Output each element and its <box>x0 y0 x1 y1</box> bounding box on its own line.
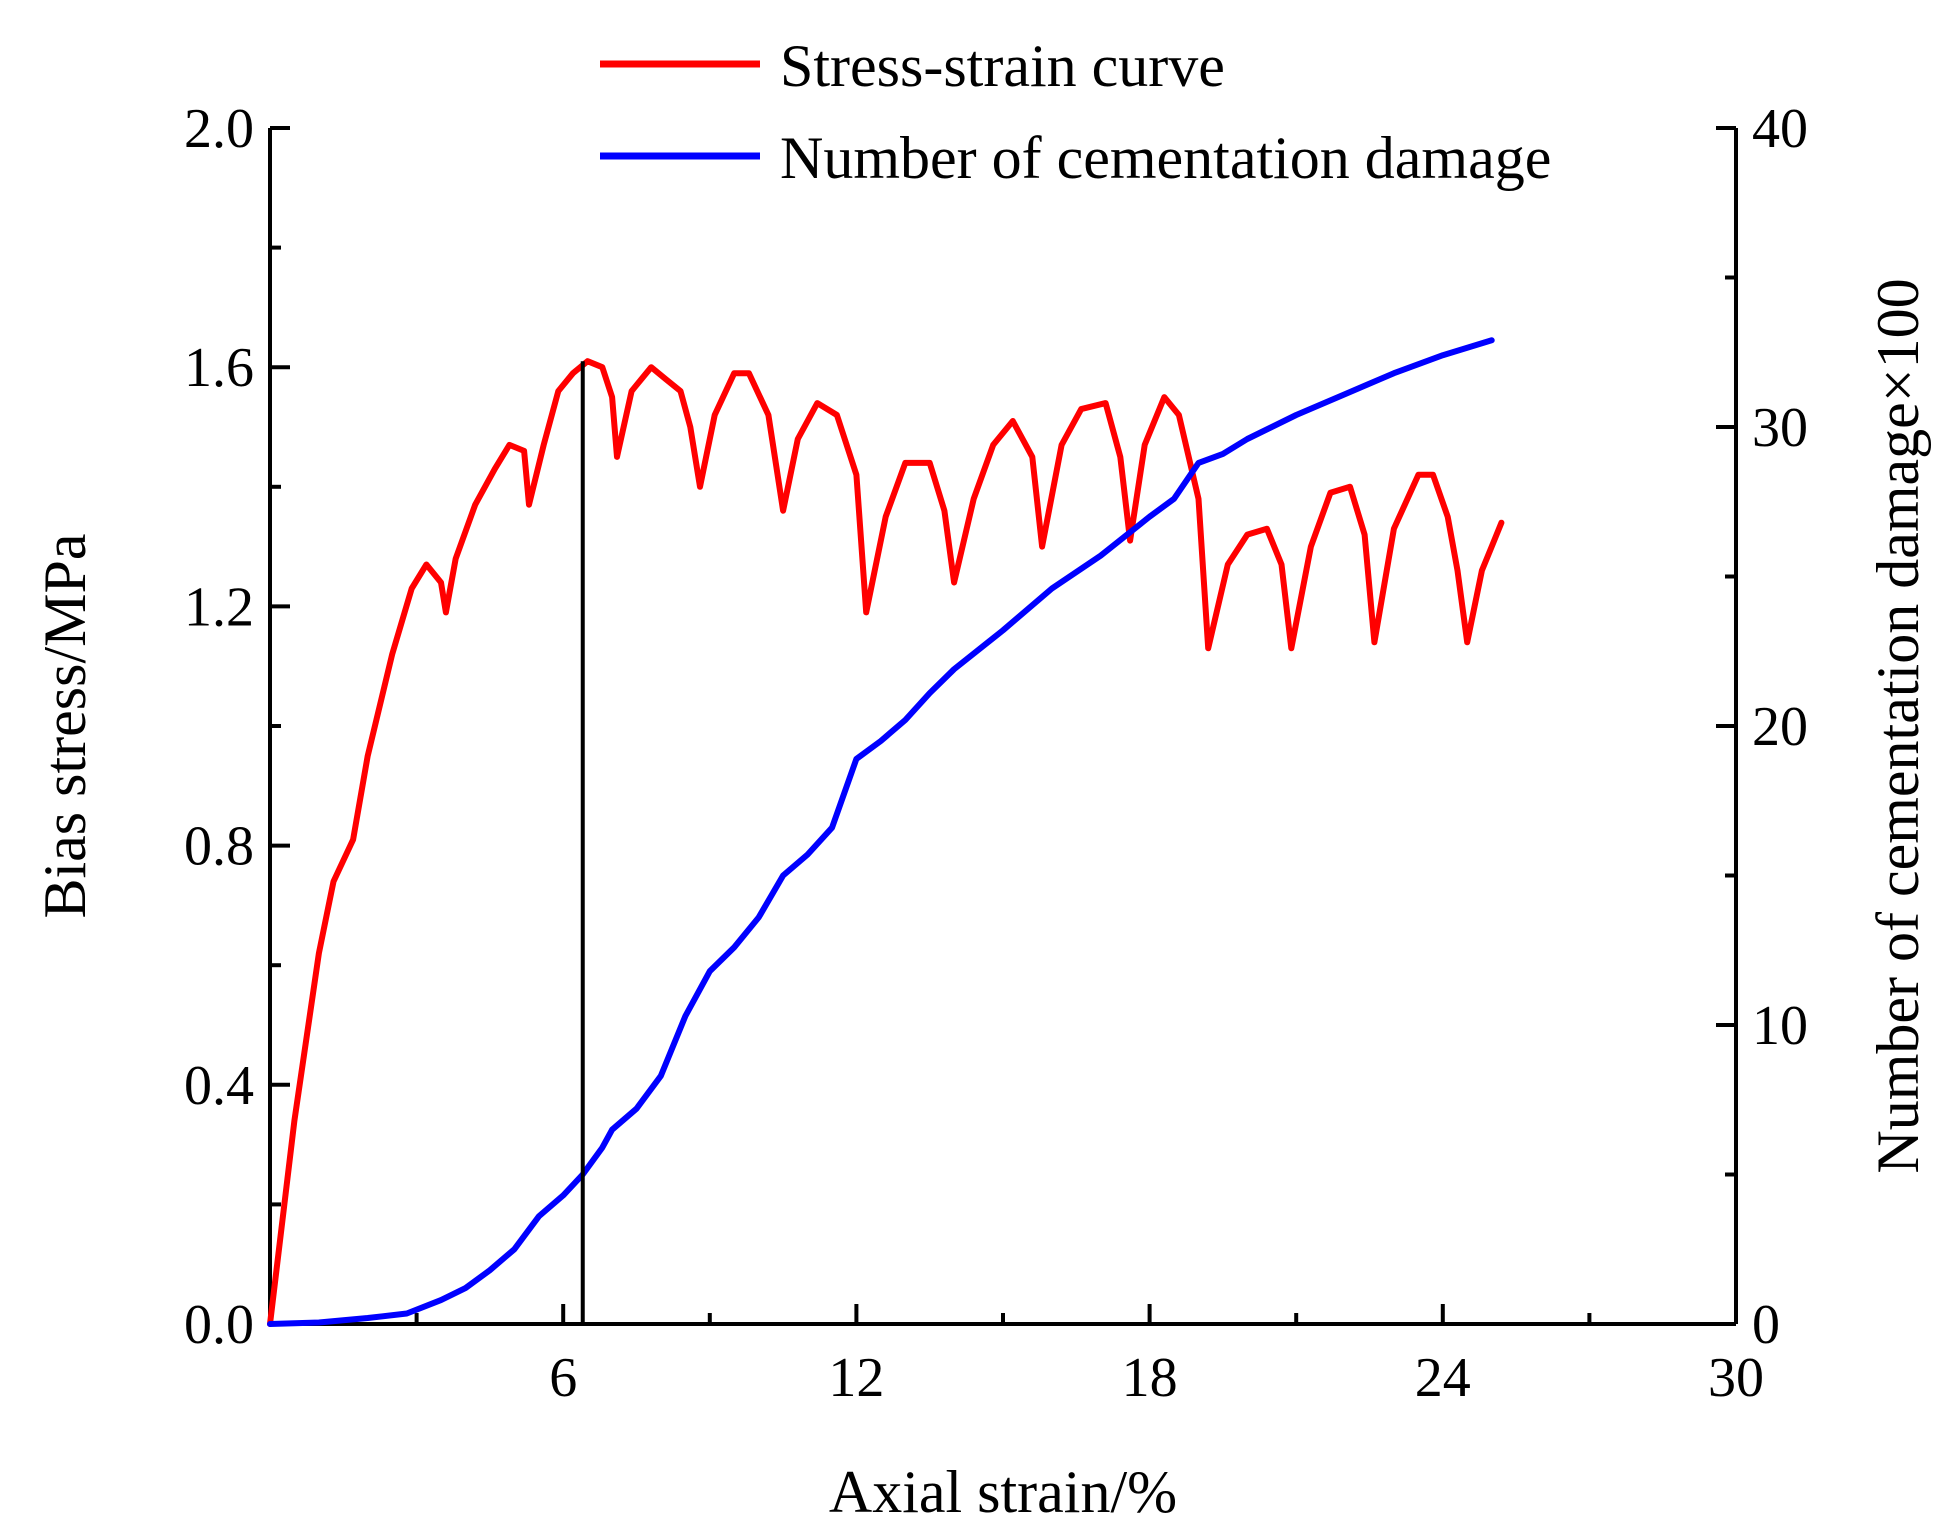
x-tick-label: 24 <box>1415 1347 1471 1409</box>
x-tick-label: 6 <box>549 1347 577 1409</box>
y-left-tick-label: 1.2 <box>184 576 254 638</box>
legend-label-cementation-damage: Number of cementation damage <box>780 125 1551 191</box>
x-tick-label: 12 <box>828 1347 884 1409</box>
x-axis-ticks: 6 12 18 24 30 <box>414 1304 1764 1409</box>
y-left-tick-label: 0.4 <box>184 1055 254 1117</box>
y-left-axis-ticks: 0.0 0.4 0.8 1.2 1.6 2.0 <box>184 98 290 1356</box>
x-axis-title: Axial strain/% <box>829 1459 1177 1525</box>
y-left-tick-label: 0.0 <box>184 1294 254 1356</box>
series-line-stress-strain <box>267 358 1505 1327</box>
y-left-tick-label: 0.8 <box>184 816 254 878</box>
series-line-cementation-damage <box>267 337 1495 1327</box>
y-right-tick-label: 20 <box>1752 696 1808 758</box>
y-left-tick-label: 2.0 <box>184 98 254 160</box>
y-left-tick-label: 1.6 <box>184 337 254 399</box>
y-left-axis-title: Bias stress/MPa <box>32 533 98 918</box>
legend: Stress-strain curve Number of cementatio… <box>600 33 1551 191</box>
y-right-tick-label: 10 <box>1752 995 1808 1057</box>
y-right-tick-label: 30 <box>1752 397 1808 459</box>
series-layer <box>267 337 1505 1327</box>
y-right-axis-ticks: 0 10 20 30 40 <box>1716 98 1808 1356</box>
y-right-tick-label: 40 <box>1752 98 1808 160</box>
legend-label-stress-strain: Stress-strain curve <box>780 33 1225 99</box>
x-tick-label: 30 <box>1708 1347 1764 1409</box>
y-right-tick-label: 0 <box>1752 1294 1780 1356</box>
y-right-axis-title: Number of cementation damage×100 <box>1865 278 1931 1173</box>
x-tick-label: 18 <box>1122 1347 1178 1409</box>
